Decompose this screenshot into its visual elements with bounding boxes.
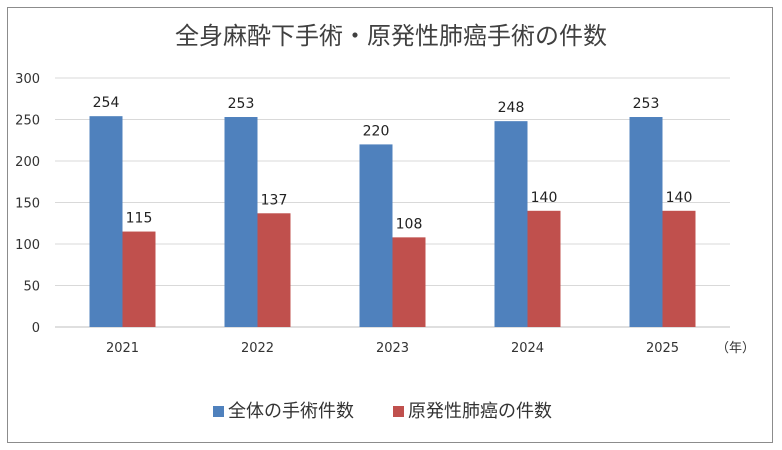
bar-total-surgeries-2025 (629, 117, 663, 327)
legend-swatch (393, 406, 404, 417)
data-label: 140 (531, 190, 558, 206)
bar-total-surgeries-2024 (494, 121, 528, 327)
y-tick-label: 250 (15, 114, 40, 129)
legend: 全体の手術件数 原発性肺癌の件数 (213, 401, 552, 422)
x-tick-label: 2022 (241, 341, 274, 356)
bar-lung-cancer-2022 (257, 213, 291, 327)
data-label: 115 (126, 211, 153, 227)
x-tick-label: 2025 (646, 341, 679, 356)
y-tick-label: 150 (15, 197, 40, 212)
data-label: 253 (228, 96, 255, 112)
bar-lung-cancer-2024 (527, 210, 561, 327)
bar-total-surgeries-2023 (359, 144, 393, 327)
x-tick-label: 2021 (106, 341, 139, 356)
y-tick-label: 200 (15, 155, 40, 170)
gridlines (55, 77, 730, 328)
x-tick-label: 2023 (376, 341, 409, 356)
legend-swatch (213, 406, 224, 417)
x-tick-label: 2024 (511, 341, 544, 356)
data-label: 108 (396, 216, 423, 232)
bars: 254 115 253 137 220 108 248 140 253 140 (89, 95, 696, 328)
y-tick-label: 0 (32, 321, 40, 336)
legend-item-lung-cancer: 原発性肺癌の件数 (393, 401, 552, 422)
legend-item-total-surgeries: 全体の手術件数 (213, 401, 354, 422)
y-tick-label: 100 (15, 238, 40, 253)
bar-lung-cancer-2023 (392, 237, 426, 327)
x-axis: 2021 2022 2023 2024 2025 (106, 341, 679, 356)
bar-lung-cancer-2021 (122, 231, 156, 327)
y-tick-label: 50 (23, 280, 40, 295)
data-label: 248 (498, 100, 525, 116)
data-label: 140 (666, 190, 693, 206)
bar-lung-cancer-2025 (662, 210, 696, 327)
legend-label: 原発性肺癌の件数 (408, 401, 552, 422)
x-axis-unit: （年） (716, 341, 755, 356)
bar-total-surgeries-2022 (224, 117, 258, 327)
bar-total-surgeries-2021 (89, 116, 123, 328)
y-axis: 0 50 100 150 200 250 300 (15, 72, 40, 336)
y-tick-label: 300 (15, 72, 40, 87)
data-label: 220 (363, 123, 390, 139)
legend-label: 全体の手術件数 (228, 401, 354, 422)
data-label: 137 (261, 192, 288, 208)
chart-border (7, 7, 773, 443)
data-label: 254 (93, 95, 120, 111)
data-label: 253 (633, 96, 660, 112)
chart-title: 全身麻酔下手術・原発性肺癌手術の件数 (175, 22, 607, 50)
